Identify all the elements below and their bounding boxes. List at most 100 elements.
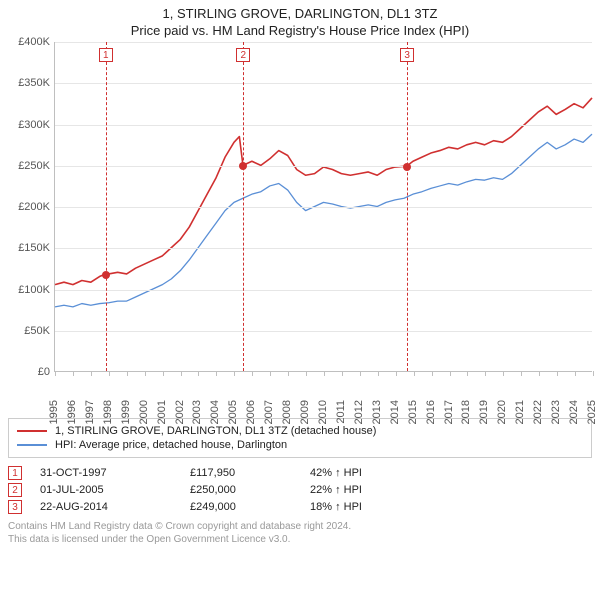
x-axis-label: 2006 [245, 400, 257, 424]
attribution-line: Contains HM Land Registry data © Crown c… [8, 520, 592, 533]
x-tick [414, 371, 415, 376]
attribution-line: This data is licensed under the Open Gov… [8, 533, 592, 546]
transaction-price: £250,000 [190, 484, 310, 496]
x-tick [575, 371, 576, 376]
x-axis-label: 2010 [317, 400, 329, 424]
legend-item: HPI: Average price, detached house, Darl… [17, 439, 583, 451]
x-axis-label: 2005 [227, 400, 239, 424]
x-axis-label: 2009 [299, 400, 311, 424]
x-tick [450, 371, 451, 376]
transaction-row: 201-JUL-2005£250,00022% ↑ HPI [8, 483, 592, 497]
y-gridline [55, 207, 592, 208]
x-axis-label: 2013 [371, 400, 383, 424]
x-axis-label: 2021 [514, 400, 526, 424]
transaction-marker-dot [403, 163, 411, 171]
transaction-date: 01-JUL-2005 [40, 484, 190, 496]
x-tick [163, 371, 164, 376]
y-axis-label: £150K [8, 242, 50, 254]
page-subtitle: Price paid vs. HM Land Registry's House … [8, 23, 592, 38]
x-tick [234, 371, 235, 376]
x-tick [396, 371, 397, 376]
transaction-hpi-delta: 42% ↑ HPI [310, 467, 430, 479]
x-axis-label: 2018 [460, 400, 472, 424]
x-axis-label: 2008 [281, 400, 293, 424]
transaction-date: 31-OCT-1997 [40, 467, 190, 479]
chart-series-line [55, 98, 592, 285]
transaction-badge: 3 [8, 500, 22, 514]
transaction-hpi-delta: 18% ↑ HPI [310, 501, 430, 513]
x-tick [521, 371, 522, 376]
x-tick [127, 371, 128, 376]
x-axis-label: 2024 [568, 400, 580, 424]
x-axis-label: 1999 [120, 400, 132, 424]
x-axis-label: 2017 [443, 400, 455, 424]
y-gridline [55, 83, 592, 84]
y-axis-label: £0 [8, 366, 50, 378]
x-axis-label: 2011 [335, 400, 347, 424]
y-axis-label: £400K [8, 36, 50, 48]
x-axis-label: 2014 [389, 400, 401, 424]
y-axis-label: £250K [8, 160, 50, 172]
y-axis-label: £50K [8, 325, 50, 337]
page-title: 1, STIRLING GROVE, DARLINGTON, DL1 3TZ [8, 6, 592, 21]
x-tick [181, 371, 182, 376]
legend-swatch [17, 444, 47, 446]
x-tick [145, 371, 146, 376]
y-gridline [55, 331, 592, 332]
transaction-marker-line [106, 42, 107, 371]
y-axis-label: £350K [8, 77, 50, 89]
transaction-date: 22-AUG-2014 [40, 501, 190, 513]
transaction-badge: 1 [8, 466, 22, 480]
y-axis-label: £200K [8, 201, 50, 213]
x-tick [91, 371, 92, 376]
x-axis-label: 2020 [496, 400, 508, 424]
transaction-row: 131-OCT-1997£117,95042% ↑ HPI [8, 466, 592, 480]
x-axis-label: 2023 [550, 400, 562, 424]
price-chart: 123 £0£50K£100K£150K£200K£250K£300K£350K… [8, 42, 592, 412]
legend-item: 1, STIRLING GROVE, DARLINGTON, DL1 3TZ (… [17, 425, 583, 437]
transaction-marker-dot [239, 162, 247, 170]
x-tick [557, 371, 558, 376]
x-tick [216, 371, 217, 376]
transaction-marker-badge: 1 [99, 48, 113, 62]
y-gridline [55, 290, 592, 291]
x-axis-label: 2000 [138, 400, 150, 424]
x-tick [324, 371, 325, 376]
x-axis-label: 2022 [532, 400, 544, 424]
transaction-marker-line [243, 42, 244, 371]
x-tick [270, 371, 271, 376]
transaction-row: 322-AUG-2014£249,00018% ↑ HPI [8, 500, 592, 514]
x-axis-label: 2012 [353, 400, 365, 424]
transaction-marker-badge: 2 [236, 48, 250, 62]
x-axis-label: 2016 [425, 400, 437, 424]
transaction-hpi-delta: 22% ↑ HPI [310, 484, 430, 496]
x-tick [378, 371, 379, 376]
x-tick [539, 371, 540, 376]
x-axis-label: 2019 [478, 400, 490, 424]
x-tick [503, 371, 504, 376]
transaction-marker-dot [102, 271, 110, 279]
x-axis-label: 2007 [263, 400, 275, 424]
x-tick [467, 371, 468, 376]
transactions-table: 131-OCT-1997£117,95042% ↑ HPI201-JUL-200… [8, 466, 592, 514]
x-axis-label: 1996 [66, 400, 78, 424]
legend-label: HPI: Average price, detached house, Darl… [55, 439, 287, 451]
legend-swatch [17, 430, 47, 432]
x-axis-label: 2002 [174, 400, 186, 424]
y-gridline [55, 166, 592, 167]
x-tick [342, 371, 343, 376]
y-axis-label: £100K [8, 284, 50, 296]
x-tick [198, 371, 199, 376]
x-axis-label: 2001 [156, 400, 168, 424]
y-gridline [55, 125, 592, 126]
x-axis-label: 2003 [191, 400, 203, 424]
x-tick [288, 371, 289, 376]
x-axis-label: 1995 [48, 400, 60, 424]
x-tick [360, 371, 361, 376]
x-tick [252, 371, 253, 376]
attribution-text: Contains HM Land Registry data © Crown c… [8, 520, 592, 546]
transaction-marker-badge: 3 [400, 48, 414, 62]
x-tick [485, 371, 486, 376]
x-tick [73, 371, 74, 376]
transaction-marker-line [407, 42, 408, 371]
